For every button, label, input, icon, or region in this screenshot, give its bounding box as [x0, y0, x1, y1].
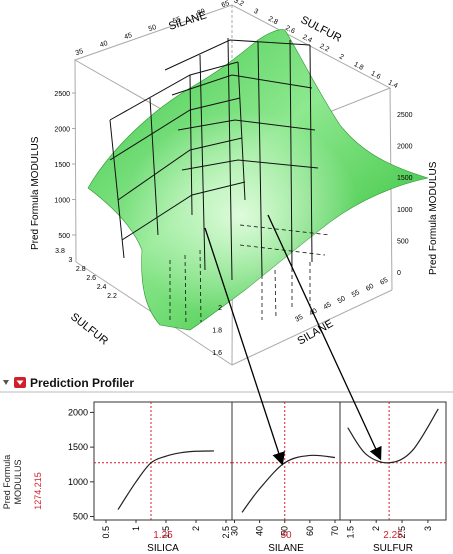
silica-bottom-tick: 1.6: [212, 350, 222, 357]
sulfur-top-tick: 2.2: [318, 43, 330, 54]
panel-frame: [93, 401, 233, 521]
disclosure-triangle-icon[interactable]: [3, 380, 9, 385]
sulfur-front-tick: 2.6: [86, 275, 96, 282]
z-axis-right-ticks: 2500 2000 1500 1000 500 0: [397, 112, 413, 277]
sulfur-top-ticks: 3.2 3 2.8 2.6 2.4 2.2 2 1.8 1.6 1.4: [233, 0, 399, 90]
sulfur-front-tick: 2.2: [107, 293, 117, 300]
y-axis-ticks: 2000 1500 1000 500: [68, 407, 94, 522]
silane-top-tick: 60: [196, 8, 206, 17]
sulfur-top-tick: 1.8: [353, 61, 365, 72]
silica-bottom-tick: 2: [218, 305, 222, 312]
sulfur-top-tick: 2.6: [284, 25, 296, 36]
sulfur-front-tick: 3: [68, 257, 72, 264]
z-right-tick: 1000: [397, 207, 413, 214]
silane-top-tick: 45: [123, 32, 133, 41]
profiler-panel-silica[interactable]: 0.5 1 1.5 2 2.5 1.25 SILICA: [93, 401, 233, 554]
surface-highlight: [88, 29, 428, 331]
z-axis-label-right: Pred Formula MODULUS: [428, 161, 439, 275]
x-tick-label: 70: [330, 526, 340, 536]
silane-top-ticks: 35 40 45 50 55 60 65: [75, 0, 231, 57]
profile-curve-silica: [117, 450, 215, 510]
z-left-tick: 1500: [54, 162, 70, 169]
x-tick-label: 0.5: [101, 526, 111, 539]
z-axis-left-ticks: 2500 2000 1500 1000 500: [54, 91, 76, 240]
x-tick-label: 2.5: [397, 526, 407, 539]
silane-front-ticks: 65 60 55 50 45 40 35: [294, 277, 389, 324]
panel-frame: [339, 401, 447, 521]
silane-front-tick: 50: [337, 295, 347, 305]
y-label-line1: Pred Formula: [2, 455, 12, 510]
profiler-panel-sulfur[interactable]: 1.5 2 2.5 3 2.25 SULFUR: [339, 401, 447, 554]
current-factor-value-sulfur[interactable]: 2.25: [383, 530, 403, 541]
silane-front-tick: 55: [351, 289, 361, 299]
prediction-profiler: Prediction Profiler Pred Formula MODULUS…: [0, 376, 453, 554]
axis-label-silane-front: SILANE: [296, 318, 336, 348]
sulfur-top-tick: 2: [338, 53, 345, 61]
sulfur-top-tick: 1.6: [370, 70, 382, 81]
axis-label-sulfur-front: SULFUR: [68, 311, 110, 348]
y-label-line2: MODULUS: [13, 459, 23, 504]
sulfur-front-tick: 2.8: [76, 266, 86, 273]
y-tick-label: 2000: [68, 407, 88, 417]
y-tick-label: 500: [73, 512, 88, 522]
z-left-tick: 2500: [54, 91, 70, 98]
silane-top-tick: 55: [172, 16, 182, 25]
factor-label-sulfur: SULFUR: [373, 543, 413, 554]
silane-front-tick: 35: [294, 314, 304, 324]
z-right-tick: 500: [397, 238, 409, 245]
silane-front-tick: 60: [365, 283, 375, 293]
current-factor-value-silica[interactable]: 1.25: [153, 530, 173, 541]
x-tick-label: 60: [305, 526, 315, 536]
x-tick-label: 2: [191, 526, 201, 531]
x-tick-label: 50: [280, 526, 290, 536]
panel-frame: [231, 401, 341, 521]
z-right-tick: 2000: [397, 144, 413, 151]
silane-top-tick: 50: [148, 24, 158, 33]
x-tick-label: 3: [423, 526, 433, 531]
silane-top-tick: 40: [99, 40, 109, 49]
sulfur-top-tick: 3: [252, 8, 259, 16]
x-tick-label: 40: [255, 526, 265, 536]
silane-top-tick: 35: [75, 48, 85, 57]
z-right-tick: 1500: [397, 175, 413, 182]
silane-front-tick: 40: [308, 308, 318, 318]
x-tick-label: 30: [230, 526, 240, 536]
profiler-header: Prediction Profiler: [0, 376, 453, 393]
x-tick-label: 2: [371, 526, 381, 531]
x-tick-label: 1: [131, 526, 141, 531]
z-left-tick: 500: [58, 233, 70, 240]
silane-front-tick: 45: [322, 301, 332, 311]
current-factor-value-silane[interactable]: 50: [280, 530, 292, 541]
sulfur-top-tick: 2.4: [301, 34, 313, 45]
profiler-panel-silane[interactable]: 30 40 50 60 70 50 SILANE: [230, 401, 341, 554]
menu-chevron-icon: [16, 380, 24, 385]
sulfur-front-tick: 3.8: [55, 248, 65, 255]
x-tick-label: 1.5: [161, 526, 171, 539]
z-right-tick: 0: [397, 270, 401, 277]
z-right-tick: 2500: [397, 112, 413, 119]
silane-top-tick: 65: [221, 0, 231, 9]
y-tick-label: 1500: [68, 442, 88, 452]
silica-bottom-tick: 1.8: [212, 328, 222, 335]
x-tick-label: 2.5: [221, 526, 231, 539]
profiler-title: Prediction Profiler: [30, 376, 134, 390]
silane-front-tick: 65: [379, 277, 389, 287]
factor-label-silane: SILANE: [268, 543, 304, 554]
sulfur-front-tick: 2.4: [97, 284, 107, 291]
current-prediction-value: 1274.215: [33, 472, 43, 510]
z-left-tick: 2000: [54, 127, 70, 134]
sulfur-top-tick: 2.8: [267, 16, 279, 27]
sulfur-front-ticks: 3.83 2.82.62.42.2: [55, 248, 117, 300]
profiler-panels: 0.5 1 1.5 2 2.5 1.25 SILICA 30 40 50 60 70 50 SILANE 1…: [93, 401, 447, 554]
z-axis-label-left: Pred Formula MODULUS: [30, 136, 41, 250]
y-tick-label: 1000: [68, 477, 88, 487]
factor-label-silica: SILICA: [147, 543, 179, 554]
sulfur-top-tick: 1.4: [387, 79, 399, 90]
sulfur-top-tick: 3.2: [233, 0, 245, 8]
z-left-tick: 1000: [54, 198, 70, 205]
x-tick-label: 1.5: [345, 526, 355, 539]
